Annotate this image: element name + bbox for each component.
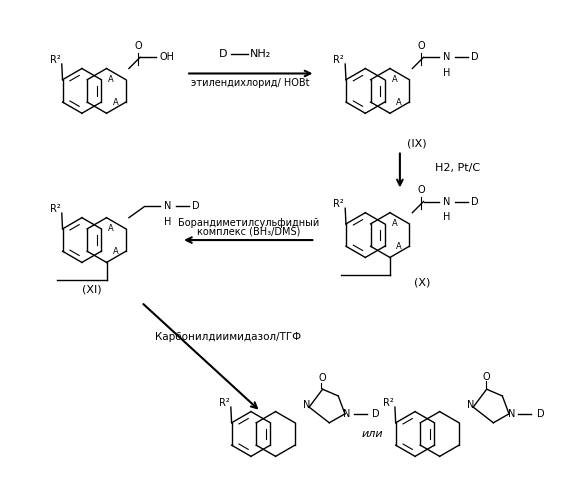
Text: N: N bbox=[343, 409, 351, 419]
Text: N: N bbox=[164, 202, 172, 211]
Text: D: D bbox=[372, 409, 380, 419]
Text: A: A bbox=[108, 75, 114, 84]
Text: D: D bbox=[536, 409, 544, 419]
Text: H: H bbox=[443, 68, 451, 78]
Text: NH₂: NH₂ bbox=[250, 48, 271, 58]
Text: A: A bbox=[108, 224, 114, 234]
Text: R²: R² bbox=[50, 204, 60, 214]
Text: R²: R² bbox=[333, 199, 344, 209]
Text: Борандиметилсульфидный: Борандиметилсульфидный bbox=[178, 218, 319, 228]
Text: D: D bbox=[192, 202, 200, 211]
Text: N: N bbox=[508, 409, 515, 419]
Text: N: N bbox=[443, 196, 451, 206]
Text: R²: R² bbox=[218, 398, 229, 407]
Text: A: A bbox=[396, 242, 402, 251]
Text: R²: R² bbox=[333, 54, 344, 64]
Text: R²: R² bbox=[383, 398, 393, 407]
Text: H: H bbox=[443, 212, 451, 222]
Text: A: A bbox=[396, 98, 402, 106]
Text: H2, Pt/C: H2, Pt/C bbox=[435, 163, 480, 173]
Text: O: O bbox=[134, 41, 142, 51]
Text: N: N bbox=[443, 52, 451, 62]
Text: N: N bbox=[303, 400, 311, 410]
Text: N: N bbox=[467, 400, 475, 410]
Text: A: A bbox=[392, 220, 397, 228]
Text: H: H bbox=[164, 217, 172, 227]
Text: O: O bbox=[418, 186, 425, 196]
Text: O: O bbox=[483, 372, 490, 382]
Text: D: D bbox=[219, 48, 228, 58]
Text: D: D bbox=[471, 196, 479, 206]
Text: A: A bbox=[113, 246, 119, 256]
Text: или: или bbox=[362, 429, 383, 439]
Text: D: D bbox=[471, 52, 479, 62]
Text: A: A bbox=[392, 75, 397, 84]
Text: OH: OH bbox=[159, 52, 174, 62]
Text: этилендихлорид/ HOBt: этилендихлорид/ HOBt bbox=[192, 78, 310, 88]
Text: A: A bbox=[113, 98, 119, 106]
Text: O: O bbox=[418, 41, 425, 51]
Text: (X): (X) bbox=[414, 278, 431, 287]
Text: (XI): (XI) bbox=[82, 285, 102, 295]
Text: комплекс (BH₃/DMS): комплекс (BH₃/DMS) bbox=[196, 226, 300, 236]
Text: R²: R² bbox=[50, 54, 60, 64]
Text: O: O bbox=[319, 373, 327, 383]
Text: (IX): (IX) bbox=[407, 138, 427, 148]
Text: Карбонилдиимидазол/ТГФ: Карбонилдиимидазол/ТГФ bbox=[155, 332, 302, 342]
